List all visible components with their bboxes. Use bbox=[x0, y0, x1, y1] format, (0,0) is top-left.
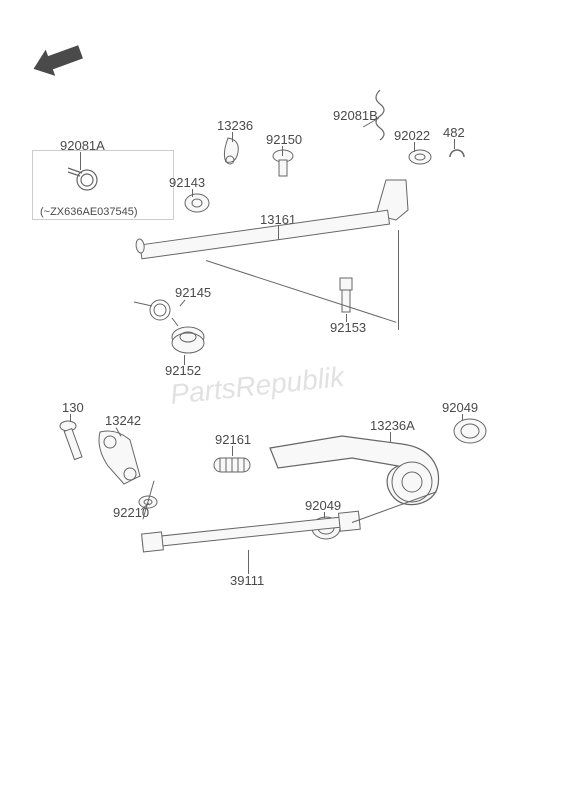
leader-13236A bbox=[390, 432, 391, 442]
label-92145: 92145 bbox=[175, 285, 211, 300]
washer-icon bbox=[408, 148, 432, 166]
clip-icon bbox=[446, 146, 468, 168]
lever-arm-icon bbox=[86, 426, 156, 496]
leader-92152 bbox=[184, 355, 185, 365]
spring2-icon bbox=[368, 88, 392, 142]
oil-seal-icon bbox=[452, 416, 488, 446]
shift-shaft-icon bbox=[126, 170, 416, 290]
leader-92022 bbox=[414, 142, 415, 152]
lever-icon bbox=[218, 134, 248, 174]
leader-92145 bbox=[180, 300, 186, 307]
leader-92153 bbox=[346, 314, 347, 322]
tie-rod-icon bbox=[136, 510, 366, 570]
leader-39111 bbox=[248, 550, 249, 574]
leader-482 bbox=[454, 139, 455, 149]
label-92153: 92153 bbox=[330, 320, 366, 335]
label-482: 482 bbox=[443, 125, 465, 140]
shift-pedal-icon bbox=[262, 428, 452, 518]
label-92152: 92152 bbox=[165, 363, 201, 378]
label-92161: 92161 bbox=[215, 432, 251, 447]
label-13236: 13236 bbox=[217, 118, 253, 133]
leader-92150 bbox=[282, 146, 283, 156]
leader-92161 bbox=[232, 446, 233, 456]
leader-92049a bbox=[462, 414, 463, 420]
torsion-spring-icon bbox=[130, 290, 180, 330]
leader-13161 bbox=[278, 226, 279, 240]
label-92150: 92150 bbox=[266, 132, 302, 147]
leader-92081A bbox=[80, 152, 81, 170]
leader-130 bbox=[70, 414, 71, 422]
boxed-part-note: (~ZX636AE037545) bbox=[40, 206, 138, 218]
label-92022: 92022 bbox=[394, 128, 430, 143]
label-92049a: 92049 bbox=[442, 400, 478, 415]
spring-icon bbox=[62, 160, 112, 200]
leader-long2 bbox=[398, 230, 399, 330]
collar2-icon bbox=[170, 325, 206, 357]
label-39111: 39111 bbox=[230, 573, 264, 588]
nav-arrow-icon bbox=[28, 40, 88, 80]
label-92081A: 92081A bbox=[60, 138, 105, 153]
leader-13236 bbox=[232, 132, 233, 142]
diagram-container: 92081A (~ZX636AE037545) 13236 92150 9208… bbox=[0, 0, 578, 800]
label-130: 130 bbox=[62, 400, 84, 415]
